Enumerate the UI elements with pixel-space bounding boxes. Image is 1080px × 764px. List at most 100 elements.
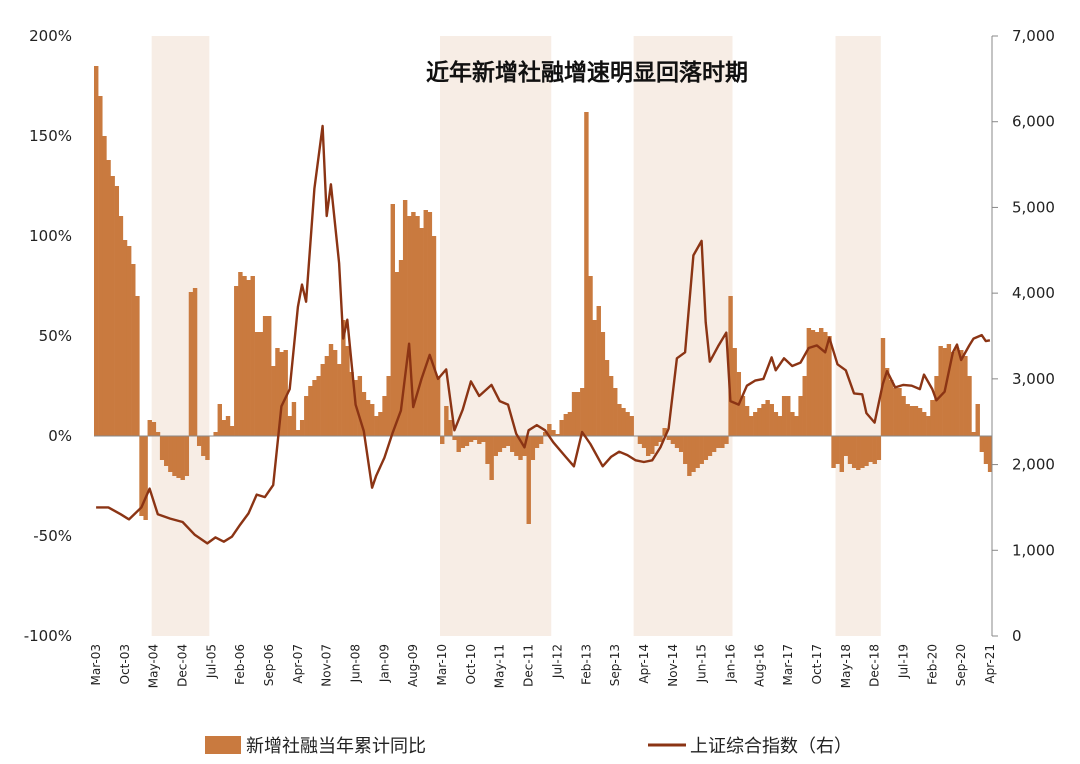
bar-2014-06 xyxy=(650,436,655,454)
bar-2007-02 xyxy=(287,416,293,436)
bar-2010-12 xyxy=(477,436,482,444)
bar-2006-05 xyxy=(250,276,255,436)
bar-2018-06 xyxy=(847,436,853,464)
bar-2004-05 xyxy=(151,422,157,436)
bar-2020-04 xyxy=(938,346,943,436)
bar-2008-03 xyxy=(341,320,346,436)
bar-2013-05 xyxy=(596,306,601,436)
x-tick-label: Apr-21 xyxy=(983,644,997,684)
bar-2012-05 xyxy=(547,424,552,436)
bar-2019-05 xyxy=(893,388,898,436)
bar-2004-03 xyxy=(143,436,148,520)
bar-2009-09 xyxy=(415,216,420,436)
bar-2012-12 xyxy=(575,392,581,436)
bar-2018-05 xyxy=(843,436,849,456)
right-axis-ticks: 0 1,000 2,000 3,000 4,000 5,000 6,000 7,000 xyxy=(992,27,1055,645)
bar-2020-01 xyxy=(926,416,931,436)
x-tick-label: May-11 xyxy=(493,644,507,688)
bar-2012-06 xyxy=(551,430,556,436)
bar-2005-02 xyxy=(188,292,194,436)
bar-2017-01 xyxy=(777,416,783,436)
bar-2011-05 xyxy=(497,436,503,452)
bar-2010-02 xyxy=(435,376,441,436)
bar-2013-11 xyxy=(621,408,626,436)
left-tick-label: 50% xyxy=(39,327,72,345)
bar-2012-08 xyxy=(559,420,564,436)
bar-2003-05 xyxy=(102,136,107,436)
right-tick-label: 5,000 xyxy=(1012,198,1055,216)
x-tick-label: Mar-03 xyxy=(89,644,103,685)
shaded-periods xyxy=(151,36,881,636)
bar-2004-07 xyxy=(159,436,165,460)
bar-2006-01 xyxy=(234,286,239,436)
bar-2012-07 xyxy=(555,434,560,436)
bar-2003-04 xyxy=(98,96,103,436)
bar-2013-06 xyxy=(600,332,606,436)
bar-2021-01 xyxy=(975,404,980,436)
bar-2021-04 xyxy=(987,436,993,472)
bar-2004-12 xyxy=(180,436,185,480)
bar-2006-11 xyxy=(275,348,280,436)
x-tick-label: Aug-09 xyxy=(406,644,420,687)
x-tick-label: Feb-06 xyxy=(233,644,247,685)
bar-2020-07 xyxy=(950,352,956,436)
bar-2014-07 xyxy=(654,436,659,446)
bar-2005-11 xyxy=(225,416,231,436)
bar-2003-03 xyxy=(94,66,99,436)
bar-2015-10 xyxy=(716,436,721,448)
bar-2003-12 xyxy=(131,264,136,436)
bar-2017-03 xyxy=(786,396,791,436)
bar-2015-02 xyxy=(683,436,688,464)
x-tick-label: Mar-10 xyxy=(435,644,449,685)
bar-2005-01 xyxy=(184,436,190,476)
bar-2020-11 xyxy=(967,376,972,436)
bar-2016-10 xyxy=(765,400,770,436)
bar-2012-04 xyxy=(543,432,548,436)
bar-2016-02 xyxy=(732,348,737,436)
right-tick-label: 4,000 xyxy=(1012,284,1055,302)
right-tick-label: 6,000 xyxy=(1012,113,1055,131)
bar-2019-12 xyxy=(921,412,927,436)
bar-2007-03 xyxy=(291,402,297,436)
bar-2010-04 xyxy=(444,406,449,436)
bar-2020-08 xyxy=(954,348,960,436)
bar-2009-05 xyxy=(398,260,404,436)
bar-2005-04 xyxy=(196,436,202,446)
bar-2005-05 xyxy=(201,436,206,456)
bar-2016-06 xyxy=(748,416,754,436)
bar-2007-09 xyxy=(316,376,321,436)
bar-2011-10 xyxy=(518,436,523,460)
bar-2020-03 xyxy=(934,376,939,436)
left-axis-ticks: -100% -50% 0% 50% 100% 150% 200% xyxy=(24,27,72,645)
bar-2011-12 xyxy=(526,436,531,524)
bar-2010-05 xyxy=(448,420,453,436)
bar-2019-07 xyxy=(901,396,906,436)
bar-2003-07 xyxy=(110,176,115,436)
bar-2011-02 xyxy=(485,436,490,464)
bar-2007-07 xyxy=(308,386,313,436)
bar-2019-06 xyxy=(897,388,902,436)
bar-2019-04 xyxy=(889,380,894,436)
bar-2012-01 xyxy=(530,436,536,460)
bar-2013-10 xyxy=(617,404,622,436)
right-tick-label: 0 xyxy=(1012,627,1022,645)
bar-2019-11 xyxy=(917,408,923,436)
bar-2009-06 xyxy=(402,200,408,436)
bar-2006-06 xyxy=(254,332,260,436)
bar-2015-07 xyxy=(703,436,709,460)
bar-2008-02 xyxy=(337,364,342,436)
bar-2016-08 xyxy=(757,408,762,436)
bar-2013-08 xyxy=(608,376,614,436)
bar-2012-09 xyxy=(563,414,569,436)
right-tick-label: 1,000 xyxy=(1012,541,1055,559)
x-tick-label: Sep-20 xyxy=(954,644,968,686)
bar-2019-03 xyxy=(884,368,890,436)
bar-2016-01 xyxy=(728,296,733,436)
x-tick-label: Mar-17 xyxy=(781,644,795,685)
left-tick-label: 100% xyxy=(29,227,72,245)
legend-bar-swatch xyxy=(205,736,241,754)
bar-2011-09 xyxy=(514,436,519,456)
bar-2003-06 xyxy=(106,160,111,436)
shaded-period-2 xyxy=(440,36,552,636)
